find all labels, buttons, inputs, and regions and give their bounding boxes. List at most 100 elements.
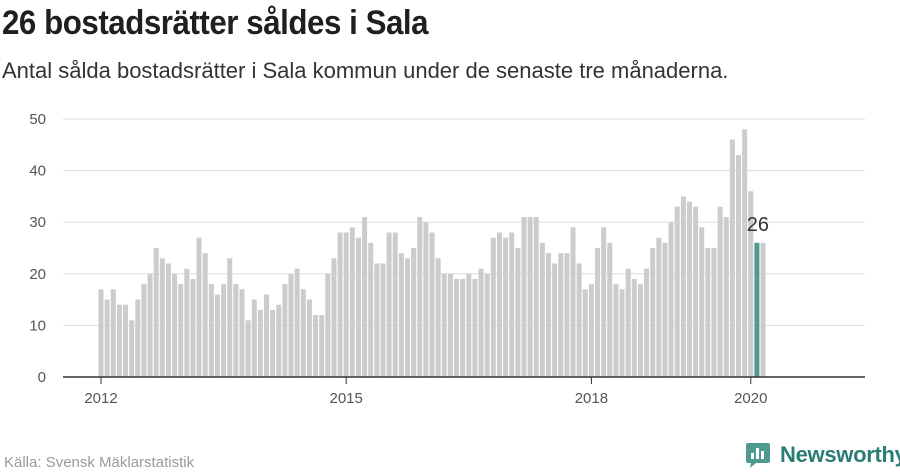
bar <box>417 217 423 377</box>
brand-logo: Newsworthy <box>744 441 900 469</box>
bar <box>116 304 122 377</box>
bar <box>306 299 312 377</box>
bar <box>392 232 398 377</box>
bar <box>214 294 220 377</box>
bar <box>515 248 521 377</box>
bar <box>239 289 245 377</box>
y-tick-label: 0 <box>38 369 46 386</box>
bar <box>270 309 276 377</box>
x-tick-label: 2018 <box>575 390 608 407</box>
bar <box>141 284 147 377</box>
newsworthy-logo-icon <box>746 443 770 468</box>
bar <box>607 242 613 377</box>
bar <box>264 294 270 377</box>
bar <box>441 273 447 377</box>
bar <box>705 248 711 377</box>
x-tick-label: 2015 <box>330 390 363 407</box>
chart-title: 26 bostadsrätter såldes i Sala <box>2 4 429 42</box>
bar <box>282 284 288 377</box>
bar-chart: 0 10 20 30 40 50 26 2012 2015 2018 2020 <box>29 111 865 407</box>
bar <box>496 232 502 377</box>
brand-name: Newsworthy <box>780 442 900 467</box>
bar <box>711 248 717 377</box>
bar <box>760 242 766 377</box>
bar <box>257 309 263 377</box>
y-tick-label: 40 <box>29 163 46 180</box>
bar <box>619 289 625 377</box>
bar <box>509 232 515 377</box>
bar <box>613 284 619 377</box>
bar <box>362 217 368 377</box>
y-tick-label: 30 <box>29 214 46 231</box>
bar <box>558 253 564 377</box>
highlight-bar <box>754 242 760 377</box>
bar <box>588 284 594 377</box>
bar <box>319 315 325 377</box>
bar <box>662 242 668 377</box>
bar <box>552 263 558 377</box>
y-tick-label: 20 <box>29 266 46 283</box>
highlight-value-label: 26 <box>747 214 769 236</box>
bar <box>680 196 686 377</box>
bar <box>650 248 656 377</box>
bar <box>723 217 729 377</box>
bar <box>693 206 699 377</box>
bar <box>527 217 533 377</box>
bar <box>435 258 441 377</box>
bar <box>539 242 545 377</box>
bar <box>545 253 551 377</box>
y-tick-label: 50 <box>29 111 46 128</box>
bar <box>736 155 742 377</box>
bar <box>135 299 141 377</box>
axes: 0 10 20 30 40 50 26 2012 2015 2018 2020 <box>29 111 865 407</box>
bar <box>699 227 705 377</box>
bar <box>251 299 257 377</box>
bar <box>325 273 331 377</box>
bar <box>276 304 282 377</box>
source-note: Källa: Svensk Mäklarstatistik <box>4 454 195 471</box>
bar <box>313 315 319 377</box>
bar <box>245 320 251 377</box>
bar <box>644 268 650 377</box>
x-tick-label: 2020 <box>734 390 767 407</box>
bar <box>165 263 171 377</box>
bar <box>172 273 178 377</box>
bar <box>110 289 116 377</box>
bar <box>637 284 643 377</box>
bar <box>570 227 576 377</box>
bar <box>190 278 196 377</box>
bar <box>564 253 570 377</box>
chart-subtitle: Antal sålda bostadsrätter i Sala kommun … <box>2 58 729 83</box>
bar <box>490 237 496 377</box>
bar <box>374 263 380 377</box>
bar <box>533 217 539 377</box>
bar <box>386 232 392 377</box>
bar <box>595 248 601 377</box>
bar <box>153 248 159 377</box>
bar <box>423 222 429 377</box>
bar <box>466 273 472 377</box>
bar <box>300 289 306 377</box>
bar <box>331 258 337 377</box>
bar <box>668 222 674 377</box>
bar <box>582 289 588 377</box>
bar <box>484 273 490 377</box>
bar <box>159 258 165 377</box>
bar <box>202 253 208 377</box>
bar <box>104 299 110 377</box>
bar <box>411 248 417 377</box>
bar <box>576 263 582 377</box>
bar <box>227 258 233 377</box>
bar <box>233 284 239 377</box>
bar <box>503 237 509 377</box>
bar <box>98 289 104 377</box>
x-tick-label: 2012 <box>84 390 117 407</box>
bar <box>196 237 202 377</box>
bar <box>729 139 735 377</box>
bar <box>184 268 190 377</box>
bar <box>454 278 460 377</box>
bar <box>208 284 214 377</box>
bar <box>221 284 227 377</box>
bar <box>447 273 453 377</box>
bar <box>674 206 680 377</box>
